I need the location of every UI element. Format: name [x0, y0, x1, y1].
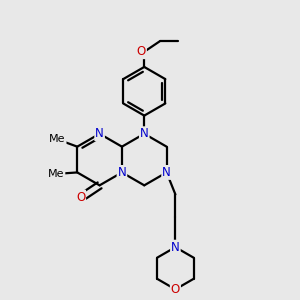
Text: O: O — [171, 283, 180, 296]
Text: N: N — [95, 127, 104, 140]
Text: N: N — [162, 166, 171, 179]
Text: O: O — [76, 190, 85, 204]
Text: Me: Me — [48, 169, 64, 179]
Text: N: N — [140, 127, 148, 140]
Text: Me: Me — [49, 134, 66, 144]
Text: N: N — [171, 241, 180, 254]
Text: N: N — [118, 166, 126, 179]
Text: O: O — [137, 45, 146, 58]
